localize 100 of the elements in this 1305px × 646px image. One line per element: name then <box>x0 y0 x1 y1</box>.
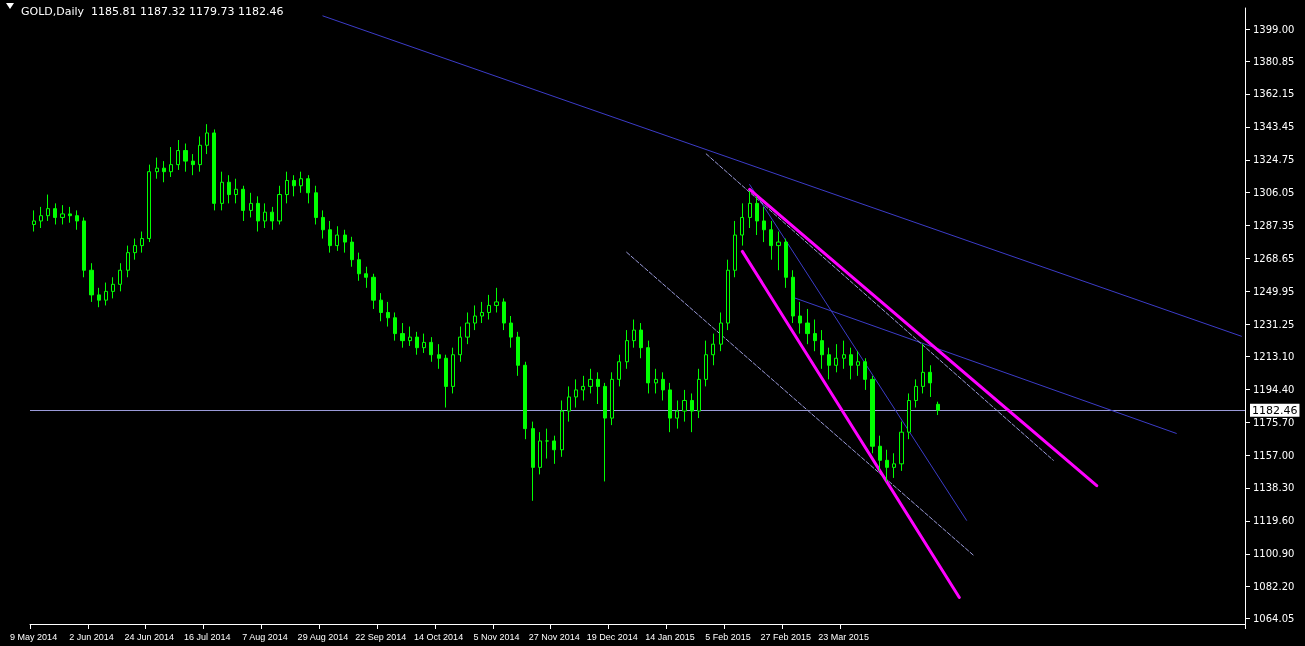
x-tick-label: 29 Aug 2014 <box>297 631 349 642</box>
candlestick <box>588 368 593 394</box>
candlestick <box>538 431 542 475</box>
candlestick <box>429 336 433 363</box>
y-tick-label: 1064.05 <box>1253 613 1295 625</box>
candlestick <box>458 326 462 363</box>
candlestick <box>531 421 535 502</box>
candlestick <box>639 322 643 359</box>
candlestick <box>379 292 383 322</box>
candlestick <box>632 319 636 349</box>
candlestick <box>748 190 752 229</box>
candlestick <box>798 301 802 335</box>
candlestick <box>820 329 824 370</box>
candlestick <box>661 371 665 401</box>
candlestick <box>126 245 130 278</box>
candlestick <box>617 354 621 387</box>
candlestick <box>437 343 441 370</box>
x-tick-label: 16 Jul 2014 <box>183 631 231 642</box>
candlestick <box>574 378 578 409</box>
candlestick <box>523 361 527 440</box>
candlestick <box>899 421 904 472</box>
candlestick <box>89 262 94 303</box>
candlestick <box>560 399 564 458</box>
candlestick <box>711 333 715 366</box>
candlestick <box>227 174 231 204</box>
candlestick <box>849 347 853 380</box>
candlestick <box>249 192 253 218</box>
candlestick <box>697 368 701 419</box>
candlestick <box>545 428 549 460</box>
candlestick <box>53 202 57 225</box>
candlestick <box>936 401 940 416</box>
candlestick <box>234 178 238 204</box>
x-tick-label: 5 Feb 2015 <box>705 631 751 642</box>
candlestick <box>371 273 376 310</box>
candlestick <box>147 164 151 243</box>
candlestick <box>755 195 759 236</box>
y-tick-label: 1194.40 <box>1253 383 1295 395</box>
candlestick <box>625 329 629 370</box>
candlestick <box>292 174 296 197</box>
candlestick <box>596 371 600 405</box>
candlestick <box>480 301 484 324</box>
candlestick <box>104 282 108 306</box>
candlestick <box>350 236 354 268</box>
candlestick <box>270 206 274 231</box>
candlestick <box>415 331 419 356</box>
y-tick-label: 1324.75 <box>1253 154 1295 166</box>
y-tick-label: 1231.25 <box>1253 318 1295 330</box>
candlestick <box>907 392 911 440</box>
candlestick <box>704 340 708 387</box>
candlestick <box>567 385 571 423</box>
candlestick <box>762 206 766 243</box>
x-tick-label: 27 Nov 2014 <box>528 631 580 642</box>
candlestick <box>646 340 650 394</box>
y-tick-label: 1399.00 <box>1253 23 1295 35</box>
y-tick-label: 1343.45 <box>1253 121 1295 133</box>
candlestick <box>357 252 361 282</box>
candlestick <box>465 311 470 345</box>
y-tick-label: 1100.90 <box>1253 548 1295 560</box>
candlestick <box>364 266 368 289</box>
candlestick <box>487 294 491 321</box>
candlestick <box>682 389 687 423</box>
candlestick <box>205 123 209 155</box>
candlestick <box>169 146 173 178</box>
x-tick-label: 2 Jun 2014 <box>69 631 114 642</box>
candlestick <box>46 194 50 222</box>
x-tick-label: 14 Jan 2015 <box>645 631 695 642</box>
candlestick <box>393 311 397 342</box>
candlestick <box>842 340 846 370</box>
candlestick <box>408 326 412 347</box>
candlestick <box>155 157 159 180</box>
candlestick <box>813 319 817 352</box>
candlestick <box>733 220 737 278</box>
candlestick <box>82 216 86 278</box>
candlestick <box>805 308 810 345</box>
candlestick <box>769 220 773 261</box>
candlestick <box>856 350 860 377</box>
ref-line-label: 1182.46 <box>1252 403 1298 417</box>
candlestick <box>32 209 36 233</box>
candlestick <box>277 185 282 225</box>
x-tick-label: 22 Sep 2014 <box>355 631 407 642</box>
candlestick <box>97 287 101 308</box>
candlestick <box>321 209 325 240</box>
candlestick <box>740 202 744 247</box>
candlestick <box>111 276 115 299</box>
candlestick <box>75 209 79 231</box>
x-tick-label: 19 Dec 2014 <box>586 631 638 642</box>
candlestick <box>870 375 875 454</box>
candlestick <box>494 287 499 313</box>
candlestick <box>328 220 332 254</box>
candlestick <box>719 311 723 352</box>
y-tick-label: 1157.00 <box>1253 449 1295 461</box>
candlestick <box>502 297 506 331</box>
y-tick-label: 1138.30 <box>1253 482 1295 494</box>
candlestick <box>921 343 925 394</box>
candlestick <box>191 153 195 176</box>
y-tick-label: 1362.15 <box>1253 88 1295 100</box>
candlestick <box>444 354 448 409</box>
y-tick-label: 1268.65 <box>1253 253 1295 265</box>
x-tick-label: 27 Feb 2015 <box>760 631 812 642</box>
x-tick-label: 24 Jun 2014 <box>124 631 175 642</box>
